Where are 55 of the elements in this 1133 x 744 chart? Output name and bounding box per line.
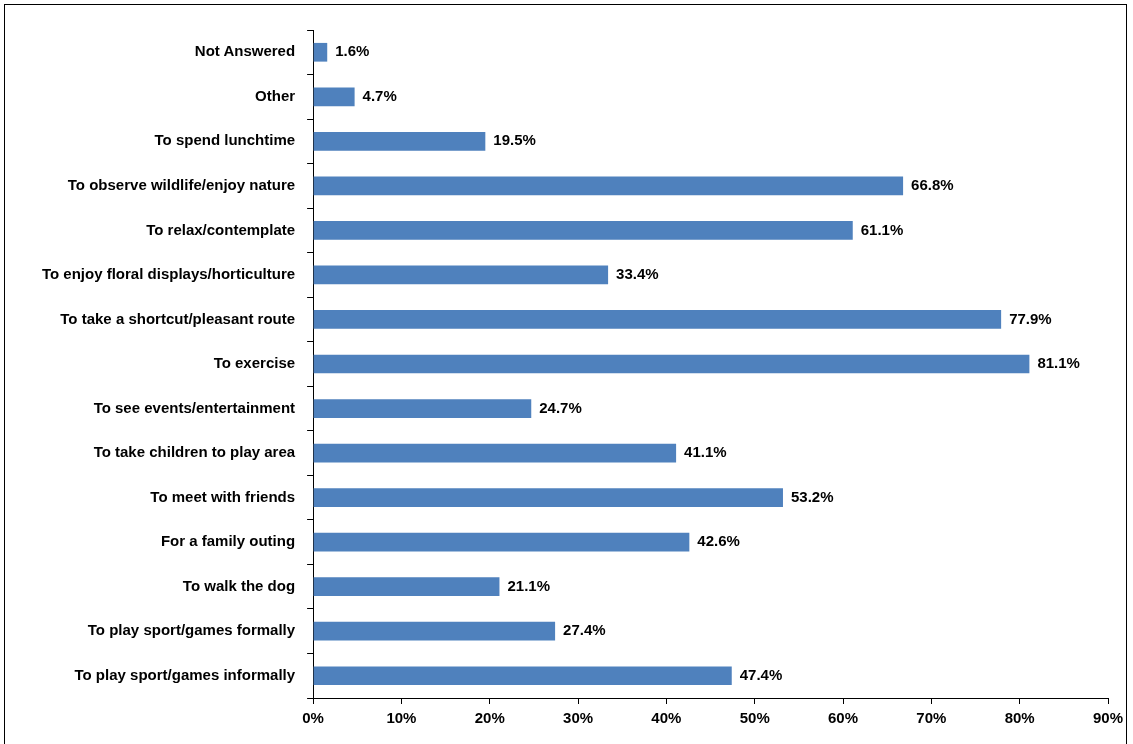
data-label: 77.9% [1009, 309, 1052, 327]
y-tick-label: To relax/contemplate [146, 220, 296, 238]
y-tick-label: Not Answered [194, 42, 296, 60]
x-tick-label: 20% [474, 709, 505, 727]
bar [313, 87, 355, 107]
bar [313, 131, 486, 151]
bar [313, 221, 853, 240]
data-label: 21.1% [507, 576, 550, 594]
y-tick-label: To exercise [213, 354, 296, 372]
bar [313, 265, 609, 285]
data-label: 24.7% [539, 398, 582, 416]
bar [313, 621, 556, 641]
y-tick-label: Other [255, 86, 296, 104]
data-label: 66.8% [911, 176, 954, 194]
data-label: 33.4% [616, 265, 659, 283]
bar [313, 443, 677, 463]
x-tick-label: 30% [563, 709, 594, 727]
bar [313, 176, 904, 196]
bar [313, 42, 328, 62]
y-tick-label: To play sport/games informally [74, 665, 296, 683]
x-tick-label: 50% [739, 709, 770, 727]
data-label: 47.4% [739, 665, 783, 683]
data-label: 61.1% [860, 220, 904, 238]
bar [313, 577, 500, 597]
y-tick-label: To meet with friends [150, 487, 296, 505]
y-tick-label: To spend lunchtime [154, 131, 296, 149]
y-tick-label: To see events/entertainment [93, 398, 296, 416]
data-label: 19.5% [493, 131, 536, 149]
data-label: 1.6% [335, 42, 370, 60]
x-tick-label: 0% [302, 709, 324, 727]
y-tick-label: To walk the dog [182, 576, 296, 594]
bar [313, 354, 1030, 374]
x-tick-label: 40% [651, 709, 682, 727]
bar [313, 310, 1002, 329]
x-tick-label: 10% [386, 709, 417, 727]
y-tick-label: To enjoy floral displays/horticulture [41, 265, 296, 283]
bar [313, 532, 690, 552]
x-tick-label: 70% [916, 709, 947, 727]
x-tick-label: 60% [828, 709, 859, 727]
data-label: 41.1% [684, 443, 727, 461]
data-label: 81.1% [1037, 354, 1080, 372]
x-tick-label: 90% [1092, 709, 1124, 727]
bar [313, 488, 783, 507]
data-label: 27.4% [563, 621, 606, 639]
data-label: 42.6% [697, 532, 740, 550]
x-tick-label: 80% [1004, 709, 1035, 727]
y-tick-label: To take a shortcut/pleasant route [60, 309, 296, 327]
y-tick-label: To observe wildlife/enjoy nature [67, 176, 296, 194]
bar [313, 666, 732, 686]
y-tick-label: To play sport/games formally [87, 621, 296, 639]
data-label: 4.7% [362, 86, 397, 104]
y-tick-label: For a family outing [160, 532, 296, 550]
bar [313, 399, 532, 418]
y-tick-label: To take children to play area [93, 443, 296, 461]
data-label: 53.2% [790, 487, 834, 505]
